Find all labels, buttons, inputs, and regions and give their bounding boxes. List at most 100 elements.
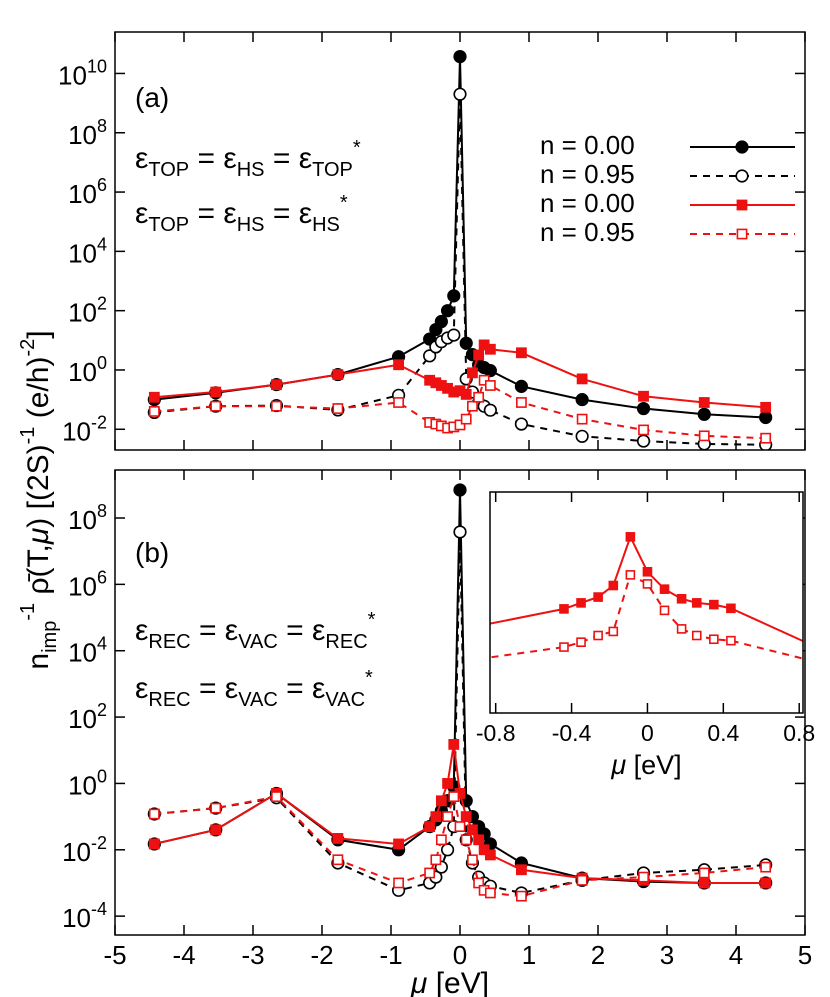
point [516, 397, 527, 408]
tick-exp: 2 [97, 293, 107, 313]
point [473, 349, 485, 361]
point [393, 838, 404, 850]
text-part: = ε [189, 197, 237, 230]
point [473, 391, 485, 403]
point [576, 373, 588, 385]
tick-base: 10 [58, 60, 87, 90]
y-tick-label: 10-2 [62, 412, 107, 446]
point [676, 594, 687, 604]
point [576, 874, 588, 886]
y-tick-label: 106 [68, 175, 107, 209]
tick-base: 10 [68, 238, 97, 268]
point [575, 393, 589, 407]
point [625, 532, 636, 542]
rich-text: εTOP = εHS = εHS* [135, 192, 348, 236]
point [448, 791, 460, 803]
plot-frame [114, 469, 806, 936]
text-part: ρ̄(T, [22, 544, 55, 603]
text-part: TOP [148, 159, 189, 181]
point [473, 877, 485, 889]
point [453, 483, 467, 497]
text-part: -1 [17, 427, 39, 445]
tick-exp: 8 [97, 501, 107, 521]
tick-base: 10 [62, 416, 91, 446]
text-part: HS [237, 214, 265, 236]
point [467, 400, 478, 412]
tick-base: 10 [68, 505, 97, 535]
point [593, 630, 603, 641]
text-part: (e/h) [22, 357, 55, 427]
point [559, 604, 569, 614]
text-part: VAC [238, 631, 278, 653]
point [514, 379, 529, 393]
point [659, 584, 670, 594]
point [638, 871, 649, 883]
text-part: TOP [148, 214, 189, 236]
point [812, 658, 820, 666]
legend-label: n = 0.00 [540, 188, 635, 218]
text-part: ε [135, 672, 148, 705]
text-part: = ε [278, 614, 326, 647]
point [393, 397, 404, 408]
text-part: ) [(2S) [22, 444, 55, 527]
point [516, 890, 527, 902]
point [759, 410, 773, 425]
point [760, 401, 772, 413]
point [484, 849, 496, 861]
point [448, 739, 460, 750]
point [575, 429, 589, 443]
point [460, 389, 472, 400]
point [210, 386, 222, 398]
point [760, 432, 772, 444]
point [726, 603, 736, 614]
point [148, 406, 160, 417]
x-tick-label: -0.8 [476, 720, 516, 746]
point [148, 808, 160, 820]
text-part: ε [135, 142, 148, 175]
point [430, 811, 442, 823]
point [434, 314, 448, 329]
text-part: REC [325, 631, 367, 653]
point [736, 228, 748, 240]
point [447, 289, 461, 303]
tick-exp: -2 [91, 833, 107, 853]
x-tick-label: 0.8 [783, 720, 815, 746]
y-tick-label: 10-2 [62, 833, 107, 867]
text-part: (a) [135, 82, 169, 113]
rich-text: μ [eV] [410, 967, 489, 997]
text-part: VAC [325, 689, 365, 711]
point [636, 434, 651, 448]
point [210, 802, 222, 814]
text-part: * [368, 609, 376, 631]
tick-exp: -4 [91, 899, 107, 919]
point [440, 304, 455, 318]
point [467, 824, 478, 836]
point [453, 50, 467, 64]
x-tick-label: -4 [172, 940, 195, 970]
point [442, 778, 453, 789]
tick-base: 10 [68, 571, 97, 601]
point [698, 867, 710, 879]
text-part: = ε [189, 142, 237, 175]
y-tick-label: 10-4 [62, 899, 107, 933]
text-part: μ [610, 750, 626, 780]
point [636, 401, 651, 416]
point [424, 867, 436, 879]
point [735, 169, 749, 183]
text-part: * [340, 192, 348, 214]
plot-frame [489, 491, 804, 714]
y-tick-label: 108 [68, 116, 107, 150]
tick-exp: 2 [97, 700, 107, 720]
point [698, 430, 710, 442]
point [453, 87, 467, 101]
x-tick-label: -2 [310, 940, 333, 970]
tick-base: 10 [68, 298, 97, 328]
plot-area [490, 492, 803, 713]
y-tick-label: 108 [68, 501, 107, 535]
tick-exp: 8 [97, 116, 107, 136]
x-tick-label: 0.4 [707, 720, 739, 746]
tick-exp: 0 [97, 766, 107, 786]
point [454, 419, 466, 431]
text-part: * [353, 137, 361, 159]
point [516, 864, 527, 876]
